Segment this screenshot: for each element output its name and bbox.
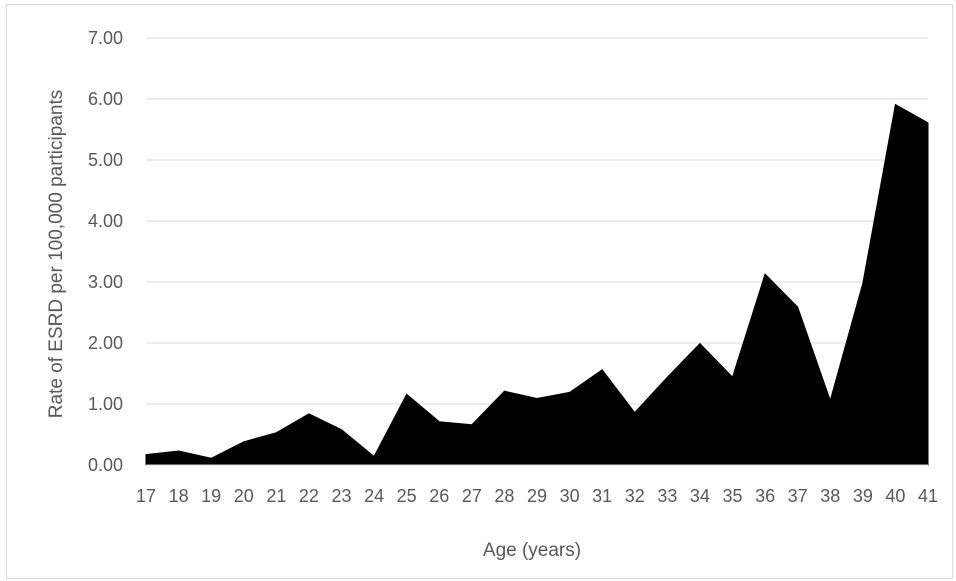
series-area <box>145 103 929 466</box>
x-tick-label: 33 <box>657 486 677 506</box>
x-tick-label: 26 <box>429 486 449 506</box>
y-tick-label: 0.00 <box>88 455 123 475</box>
x-tick-label: 29 <box>527 486 547 506</box>
x-axis-tick-labels: 17 18 19 20 21 22 23 24 25 26 27 28 29 30 31 32 33 34 35 36… <box>136 486 938 506</box>
y-tick-label: 5.00 <box>88 150 123 170</box>
x-tick-label: 36 <box>755 486 775 506</box>
x-tick-label: 20 <box>234 486 254 506</box>
x-tick-label: 25 <box>397 486 417 506</box>
y-tick-label: 6.00 <box>88 89 123 109</box>
y-tick-label: 3.00 <box>88 272 123 292</box>
x-tick-label: 19 <box>201 486 221 506</box>
x-tick-label: 21 <box>266 486 286 506</box>
x-tick-label: 22 <box>299 486 319 506</box>
series-layer <box>145 103 929 466</box>
y-tick-label: 4.00 <box>88 211 123 231</box>
x-tick-label: 39 <box>853 486 873 506</box>
x-tick-label: 17 <box>136 486 156 506</box>
x-tick-label: 40 <box>885 486 905 506</box>
x-tick-label: 34 <box>690 486 710 506</box>
y-axis-tick-labels: 0.00 1.00 2.00 3.00 4.00 5.00 6.00 7.00 <box>88 28 123 475</box>
x-tick-label: 24 <box>364 486 384 506</box>
x-tick-label: 37 <box>788 486 808 506</box>
y-tick-label: 7.00 <box>88 28 123 48</box>
x-axis-title: Age (years) <box>483 540 581 561</box>
x-tick-label: 32 <box>625 486 645 506</box>
x-tick-label: 30 <box>560 486 580 506</box>
y-tick-label: 2.00 <box>88 333 123 353</box>
x-tick-label: 27 <box>462 486 482 506</box>
x-tick-label: 28 <box>494 486 514 506</box>
y-tick-label: 1.00 <box>88 394 123 414</box>
y-axis-title: Rate of ESRD per 100,000 participants <box>46 90 67 418</box>
x-tick-label: 23 <box>331 486 351 506</box>
x-tick-label: 31 <box>592 486 612 506</box>
x-tick-label: 38 <box>820 486 840 506</box>
chart-area <box>6 4 953 579</box>
x-tick-label: 35 <box>722 486 742 506</box>
x-tick-label: 18 <box>169 486 189 506</box>
x-tick-label: 41 <box>918 486 938 506</box>
